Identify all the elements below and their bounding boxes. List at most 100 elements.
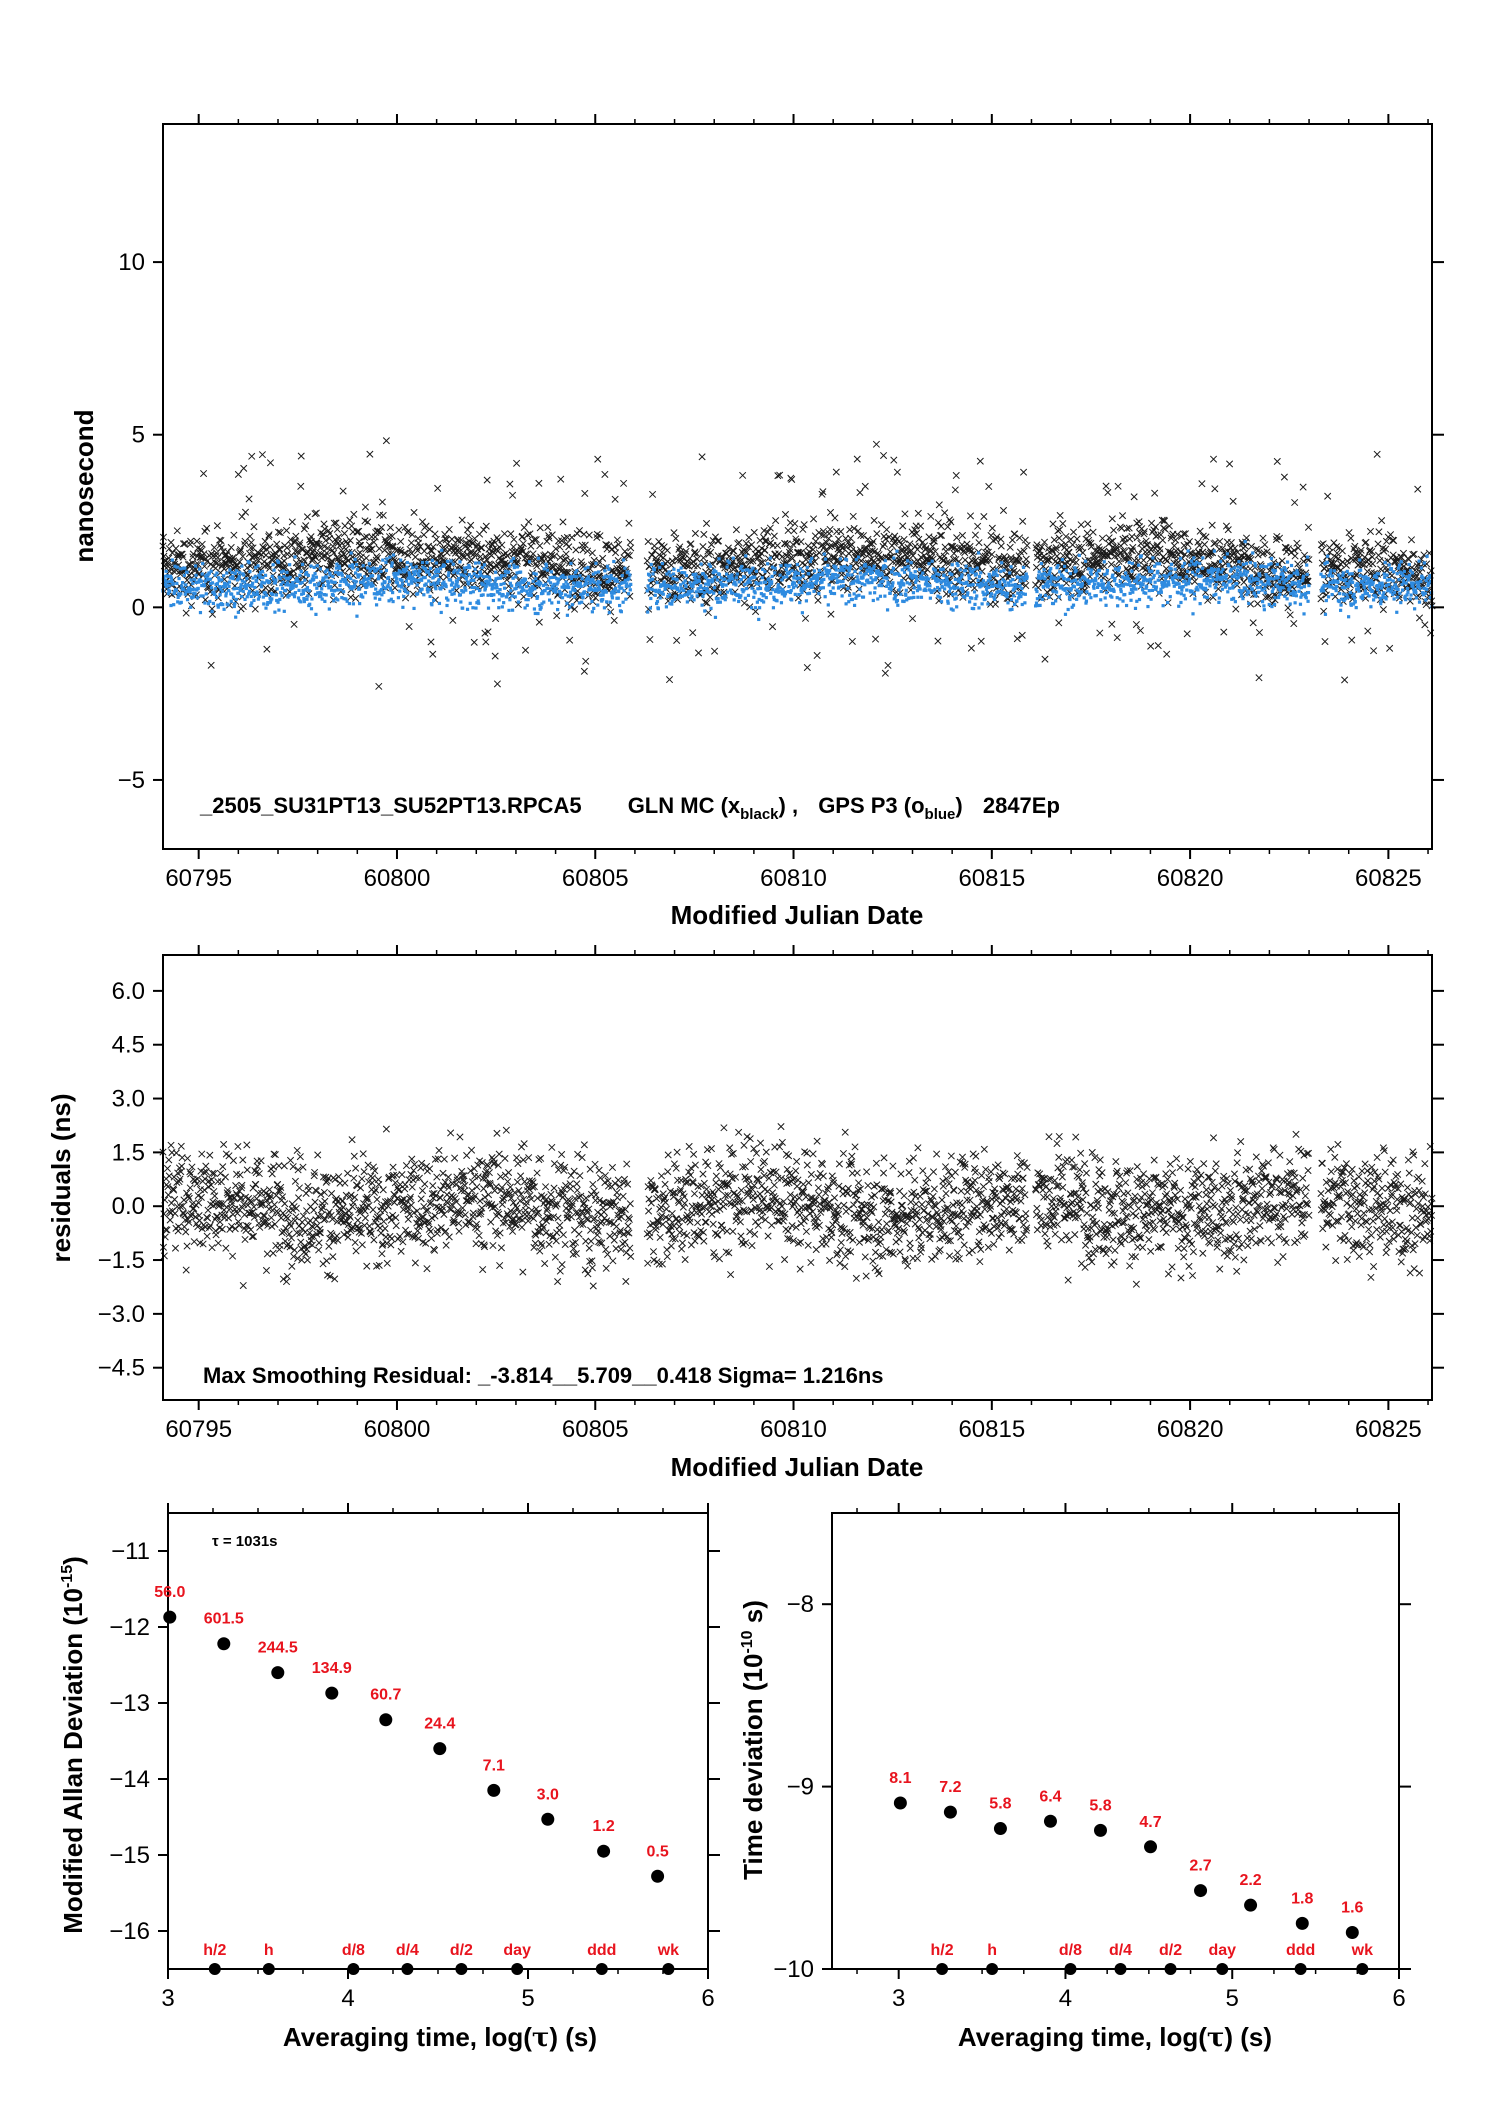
gln-point [625, 519, 633, 527]
gps-point [491, 598, 496, 603]
gln-point [580, 667, 588, 675]
gps-point [435, 573, 439, 578]
gln-point [732, 526, 740, 534]
gps-point [764, 596, 768, 600]
gps-point [748, 580, 752, 584]
gln-point [856, 488, 864, 497]
gln-point [1209, 455, 1218, 463]
gps-point [995, 573, 999, 578]
gln-point [1232, 605, 1240, 613]
gps-point [502, 586, 507, 590]
gps-point [367, 562, 372, 566]
gps-point [1011, 578, 1015, 582]
gps-point [893, 593, 898, 598]
gps-point [1141, 583, 1145, 587]
gps-point [731, 556, 735, 560]
gps-point [795, 562, 800, 567]
gps-point [570, 603, 574, 607]
gps-point [597, 570, 601, 574]
gln-point [967, 644, 975, 652]
gps-point [850, 573, 854, 577]
gln-point [464, 532, 472, 540]
gps-point [911, 591, 916, 595]
gps-point [384, 560, 388, 565]
gln-point [463, 526, 472, 534]
gln-point [927, 512, 935, 520]
gps-point [829, 591, 833, 595]
gln-point [1185, 537, 1193, 546]
gps-point [1012, 594, 1016, 598]
gps-point [1020, 586, 1024, 591]
gln-point [1278, 557, 1286, 565]
gps-point [797, 580, 801, 585]
gps-point [590, 599, 594, 604]
gln-point [282, 563, 290, 571]
gps-point [918, 587, 922, 591]
gln-point [200, 550, 208, 558]
gps-point [870, 570, 875, 574]
gps-point [712, 586, 717, 590]
gln-point [493, 534, 501, 542]
gps-point [391, 553, 396, 557]
gps-point [572, 595, 577, 599]
gps-point [543, 582, 548, 586]
gps-point [248, 569, 252, 574]
gps-point [338, 583, 342, 588]
gps-point [217, 576, 221, 580]
gps-point [194, 573, 198, 577]
gps-point [616, 596, 620, 600]
gps-point [503, 573, 507, 578]
gln-point [346, 536, 354, 544]
gps-point [411, 566, 415, 570]
gln-point [1121, 534, 1129, 542]
gps-point [778, 585, 782, 590]
gps-point [1035, 589, 1039, 594]
gps-point [852, 603, 857, 607]
gln-point [899, 522, 907, 530]
gps-point [976, 551, 981, 555]
gln-point [337, 546, 345, 555]
gps-point [573, 588, 577, 593]
gln-point [715, 537, 723, 545]
gps-point [527, 581, 531, 585]
gps-point [896, 603, 900, 607]
gps-point [965, 580, 969, 585]
gps-point [938, 595, 942, 599]
gps-point [619, 610, 623, 614]
gln-point [312, 509, 320, 517]
gps-point [427, 587, 431, 592]
gps-point [539, 606, 543, 610]
gln-point [495, 554, 503, 562]
gps-point [853, 569, 857, 573]
gln-point [690, 562, 698, 570]
gps-point [184, 583, 188, 587]
gps-point [628, 588, 632, 592]
gps-point [319, 591, 323, 595]
gps-point [308, 602, 312, 606]
gln-point [455, 545, 464, 553]
gps-point [880, 584, 884, 588]
gps-point [785, 575, 789, 579]
gps-point [1111, 573, 1115, 577]
gln-point [799, 525, 807, 533]
gps-point [1137, 573, 1141, 577]
gln-point [445, 563, 453, 571]
gln-point [1291, 552, 1299, 560]
gln-point [611, 495, 619, 503]
gps-point [800, 611, 805, 615]
gps-point [297, 588, 301, 592]
gps-point [456, 571, 460, 575]
gln-point [283, 544, 291, 552]
gps-point [426, 569, 430, 574]
gln-point [262, 584, 270, 592]
gps-point [1148, 577, 1152, 581]
gps-point [812, 589, 816, 594]
gln-point [380, 572, 388, 580]
gln-point [884, 661, 892, 669]
gps-point [880, 572, 884, 577]
gps-point [406, 591, 410, 595]
gln-point [532, 560, 540, 568]
gps-point [966, 583, 970, 587]
gps-point [949, 580, 953, 585]
gln-point [207, 661, 215, 669]
